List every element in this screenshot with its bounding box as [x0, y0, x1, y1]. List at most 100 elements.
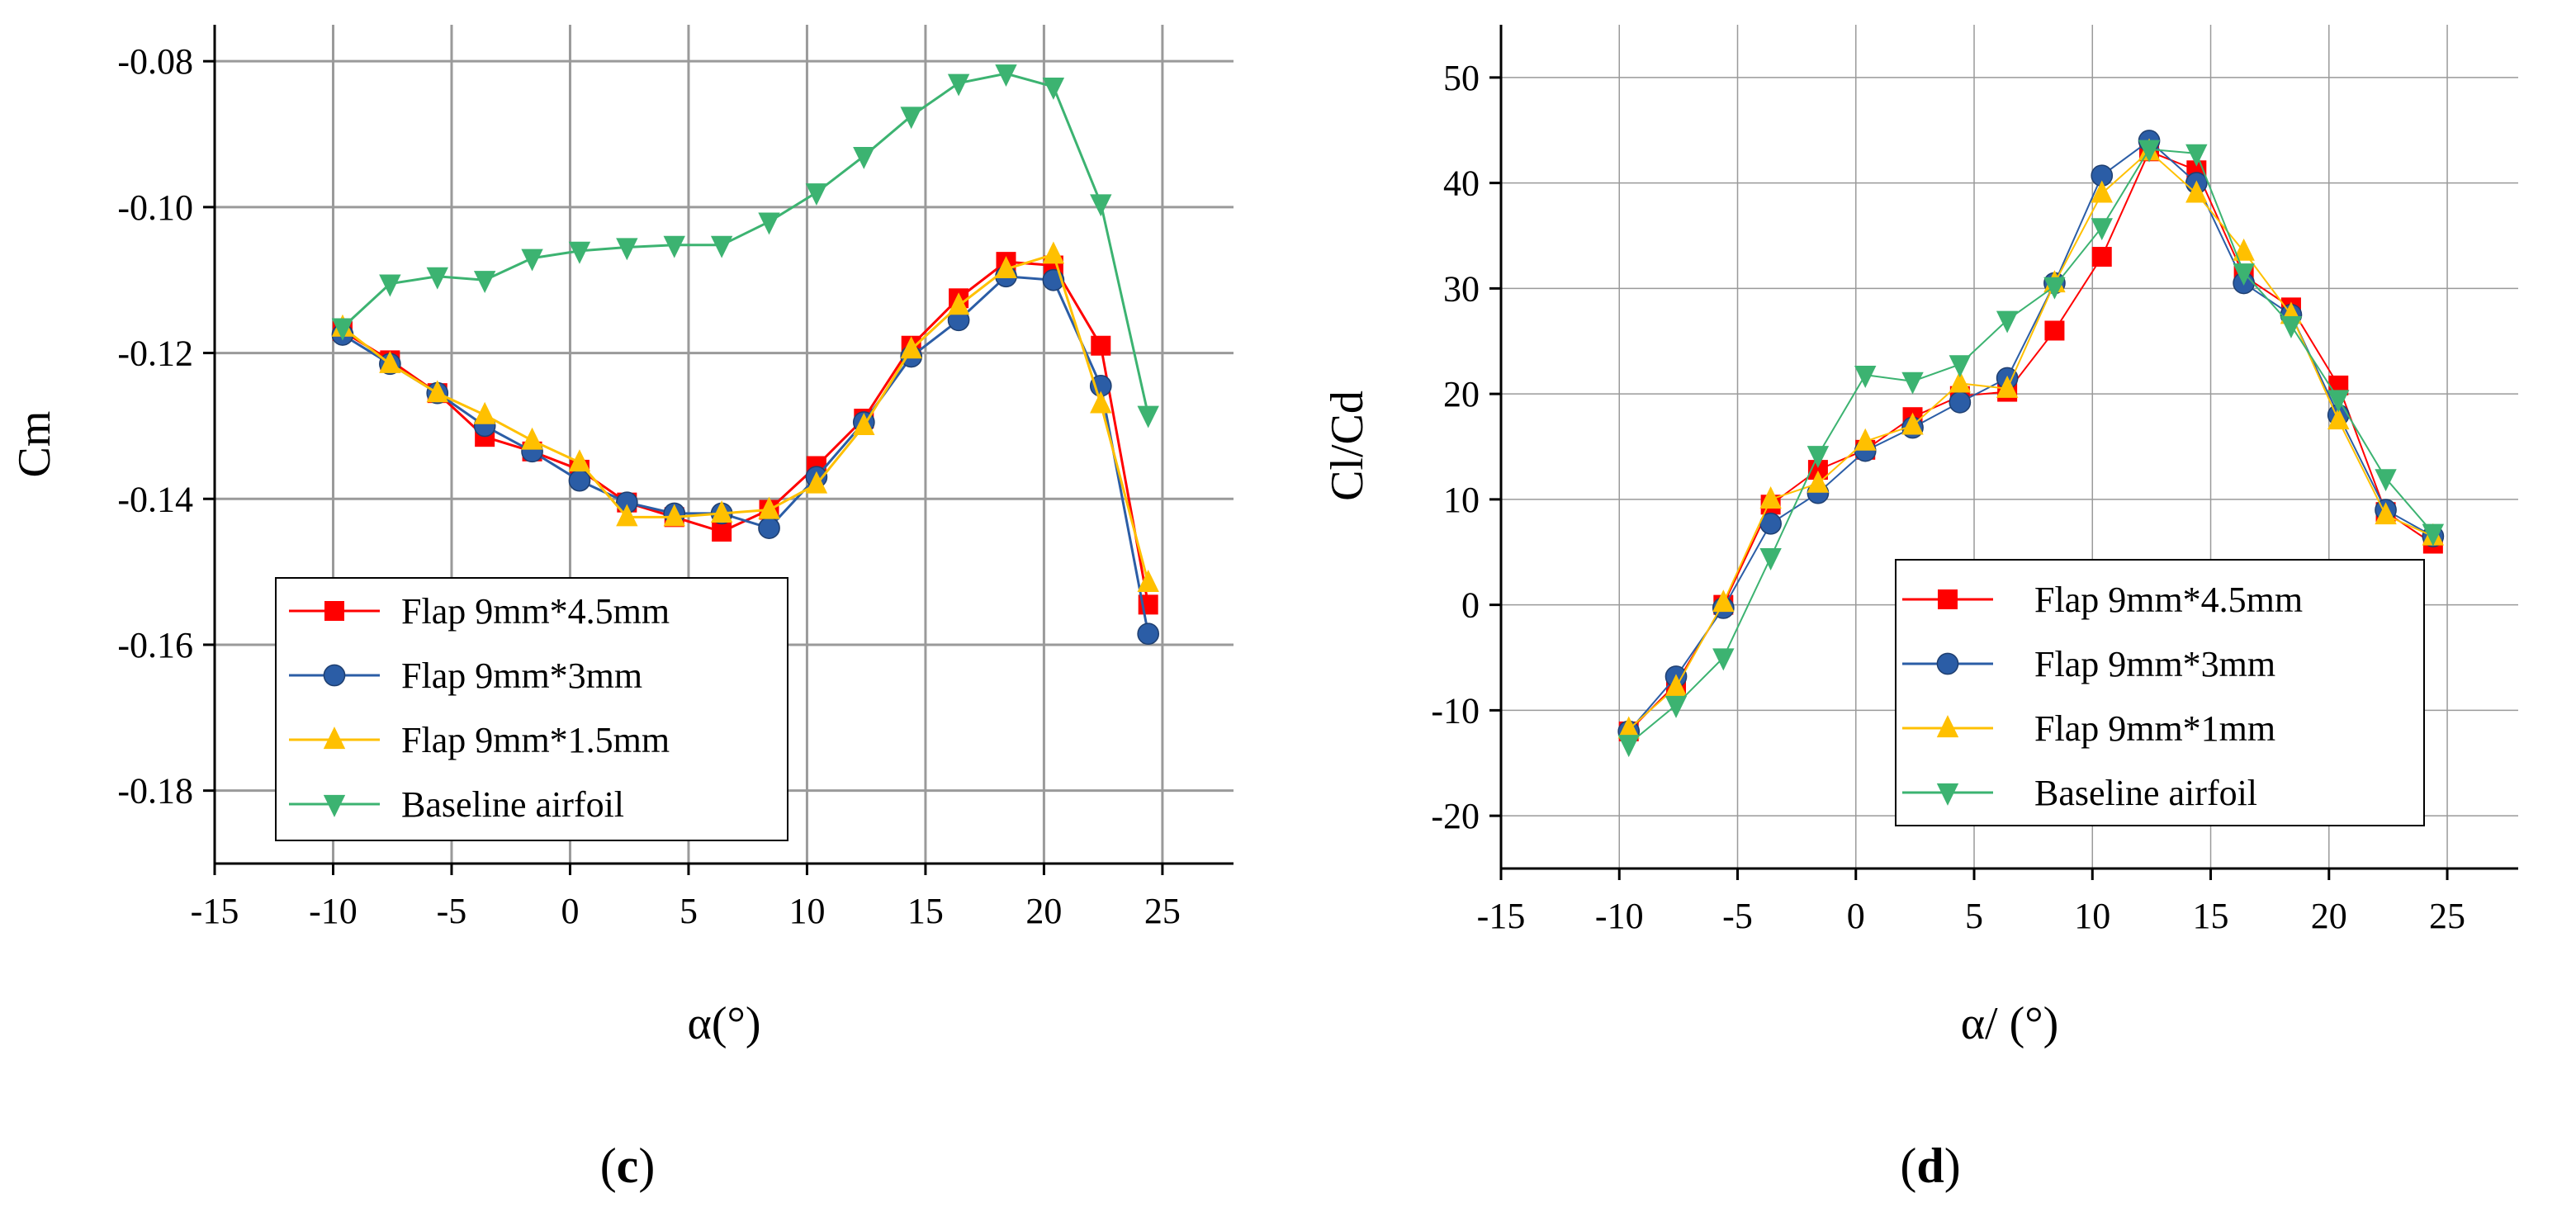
data-point: [1137, 570, 1159, 592]
data-point: [1712, 589, 1735, 613]
y-tick-label: 20: [1443, 374, 1480, 414]
data-point: [1854, 366, 1877, 388]
legend-marker: [323, 664, 346, 687]
legend-item: Flap 9mm*3mm: [1902, 644, 2275, 684]
y-tick-label: 0: [1461, 585, 1480, 626]
series-baseline-airfoil: [1617, 140, 2445, 758]
legend-box: [275, 577, 788, 841]
legend-item: Flap 9mm*3mm: [289, 656, 642, 696]
legend-marker: [1936, 715, 1959, 738]
data-point: [2091, 247, 2112, 267]
legend-label: Flap 9mm*3mm: [401, 656, 642, 696]
legend-item: Flap 9mm*1.5mm: [289, 720, 670, 760]
series-line-flap-9mm-4-5mm: [342, 260, 1150, 605]
data-point: [426, 380, 448, 403]
legend-marker: [323, 794, 346, 817]
data-point: [995, 64, 1017, 88]
x-tick-label: -10: [309, 891, 358, 931]
series-flap-9mm-4-5mm: [332, 252, 1158, 615]
y-tick-label: -0.10: [117, 187, 193, 228]
data-point: [663, 504, 685, 527]
legend-item: Flap 9mm*1mm: [1902, 708, 2275, 749]
y-tick-label: -10: [1431, 690, 1480, 731]
data-point: [853, 146, 875, 169]
data-point: [1664, 695, 1688, 718]
data-point: [2043, 277, 2066, 300]
x-tick-label: 20: [1025, 891, 1062, 931]
chart-panel-c: -15 -10 -5 0 5 10 15 20 25 -0.18 -0.16 -0.14 -0.12 -0…: [9, 25, 1234, 1049]
series-line-baseline-airfoil: [341, 72, 1150, 415]
y-tick-label: 40: [1443, 163, 1480, 204]
data-point: [1617, 716, 1640, 739]
data-point: [758, 517, 780, 539]
data-point: [1949, 370, 1972, 393]
data-point: [2091, 218, 2113, 241]
data-point: [2375, 502, 2397, 525]
y-tick-label: -20: [1431, 796, 1480, 836]
legend-label: Baseline airfoil: [401, 784, 624, 825]
y-tick-label: -0.14: [117, 479, 193, 519]
data-point: [2422, 523, 2445, 547]
data-point: [426, 267, 448, 290]
data-point: [2280, 315, 2303, 338]
data-point: [616, 238, 638, 261]
data-point: [568, 449, 591, 472]
legend-marker: [1938, 589, 1958, 609]
data-point: [1949, 390, 1972, 414]
data-point: [2185, 144, 2208, 167]
y-tick-label: -0.12: [117, 334, 193, 374]
x-axis-title-d: α/ (°): [1961, 998, 2059, 1049]
legend-marker: [324, 601, 344, 621]
data-point: [568, 469, 591, 492]
data-point: [616, 504, 638, 527]
x-tick-label: 0: [561, 891, 579, 931]
x-tick-label: 5: [1965, 896, 1983, 936]
data-point: [805, 183, 828, 206]
data-point: [1042, 241, 1065, 264]
data-point: [758, 496, 780, 519]
series-flap-9mm-1mm: [1617, 138, 2445, 739]
data-point: [2327, 407, 2350, 430]
data-point: [1137, 622, 1160, 646]
x-tick-label: -15: [191, 891, 239, 931]
data-point: [521, 427, 543, 450]
data-point: [1617, 735, 1640, 758]
data-point: [568, 241, 591, 264]
data-point: [379, 274, 401, 297]
series-flap-9mm-1-5mm: [331, 241, 1159, 592]
data-point: [2327, 390, 2350, 413]
data-point: [1759, 548, 1782, 570]
data-point: [2091, 180, 2113, 203]
legend-label: Baseline airfoil: [2034, 773, 2257, 813]
data-point: [2044, 320, 2065, 341]
plot-area-d: [1617, 130, 2445, 758]
data-point: [1949, 355, 1972, 378]
legend-item: Baseline airfoil: [1902, 773, 2257, 813]
data-point: [995, 256, 1017, 279]
data-point: [710, 500, 733, 523]
data-point: [900, 106, 922, 130]
x-tick-label: 20: [2311, 896, 2347, 936]
x-tick-label: 25: [1144, 891, 1181, 931]
legend-box: [1895, 559, 2425, 826]
legend-c: Flap 9mm*4.5mm Flap 9mm*3mm Flap 9mm*1.5mm…: [275, 577, 788, 841]
data-point: [473, 401, 496, 424]
y-axis-title-c: Cm: [9, 411, 60, 478]
data-point: [1901, 412, 1924, 435]
x-tick-label: -5: [1722, 896, 1753, 936]
data-point: [2233, 263, 2255, 286]
legend-label: Flap 9mm*3mm: [2034, 644, 2275, 684]
data-point: [1996, 375, 2019, 398]
x-tick-label: 5: [680, 891, 698, 931]
legend-marker: [1936, 652, 1959, 675]
data-point: [1901, 372, 1924, 395]
data-point: [900, 336, 922, 359]
x-tick-label: 0: [1847, 896, 1865, 936]
x-tick-label: -15: [1477, 896, 1526, 936]
data-point: [1090, 390, 1112, 414]
legend-label: Flap 9mm*1.5mm: [401, 720, 670, 760]
data-point: [1854, 428, 1877, 451]
data-point: [1759, 486, 1782, 509]
x-tick-label: -10: [1595, 896, 1644, 936]
